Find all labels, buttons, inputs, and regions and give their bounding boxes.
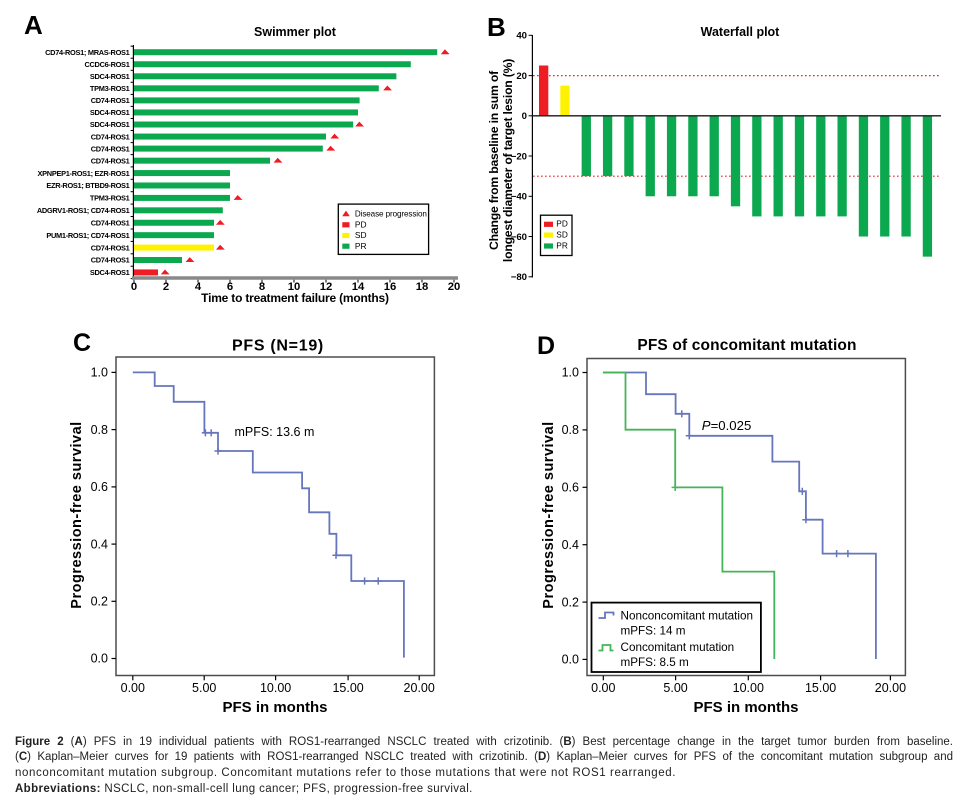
svg-text:PFS of concomitant mutation: PFS of concomitant mutation	[637, 337, 856, 354]
svg-text:SD: SD	[556, 230, 568, 240]
svg-text:0: 0	[131, 281, 137, 293]
svg-text:12: 12	[320, 281, 333, 293]
svg-text:CCDC6-ROS1: CCDC6-ROS1	[84, 60, 129, 69]
svg-text:0.0: 0.0	[91, 652, 108, 666]
svg-text:mPFS: 13.6 m: mPFS: 13.6 m	[235, 425, 315, 439]
svg-text:20: 20	[516, 71, 527, 82]
svg-text:5.00: 5.00	[663, 681, 687, 695]
svg-text:−20: −20	[511, 151, 527, 162]
svg-text:5.00: 5.00	[192, 681, 216, 695]
svg-text:mPFS: 8.5 m: mPFS: 8.5 m	[621, 656, 689, 669]
svg-text:EZR-ROS1; BTBD9-ROS1: EZR-ROS1; BTBD9-ROS1	[46, 181, 129, 190]
svg-text:PFS in months: PFS in months	[694, 699, 799, 716]
svg-text:Concomitant mutation: Concomitant mutation	[621, 641, 735, 654]
svg-text:D: D	[537, 332, 555, 360]
svg-text:CD74-ROS1; MRAS-ROS1: CD74-ROS1; MRAS-ROS1	[45, 48, 130, 57]
svg-text:Waterfall plot: Waterfall plot	[701, 25, 781, 39]
svg-text:16: 16	[384, 281, 397, 293]
svg-text:ADGRV1-ROS1; CD74-ROS1: ADGRV1-ROS1; CD74-ROS1	[37, 206, 130, 215]
svg-text:0.4: 0.4	[91, 537, 108, 551]
svg-text:CD74-ROS1: CD74-ROS1	[91, 96, 130, 105]
svg-text:0.00: 0.00	[121, 681, 145, 695]
svg-text:2: 2	[163, 281, 169, 293]
svg-text:0.00: 0.00	[591, 681, 615, 695]
svg-text:CD74-ROS1: CD74-ROS1	[91, 132, 130, 141]
svg-text:6: 6	[227, 281, 233, 293]
svg-text:0.2: 0.2	[562, 595, 579, 609]
svg-text:Nonconcomitant mutation: Nonconcomitant mutation	[621, 610, 754, 623]
svg-text:Swimmer plot: Swimmer plot	[254, 25, 337, 39]
svg-text:14: 14	[352, 281, 365, 293]
svg-text:20.00: 20.00	[404, 681, 435, 695]
svg-text:PR: PR	[355, 241, 367, 251]
svg-text:TPM3-ROS1: TPM3-ROS1	[90, 194, 130, 203]
svg-text:15.00: 15.00	[805, 681, 836, 695]
svg-text:15.00: 15.00	[332, 681, 363, 695]
svg-text:Progression-free survival: Progression-free survival	[69, 421, 85, 608]
svg-text:longest diameter of target les: longest diameter of target lesion (%)	[501, 59, 515, 262]
svg-text:SDC4-ROS1: SDC4-ROS1	[90, 108, 130, 117]
svg-text:0.0: 0.0	[562, 653, 579, 667]
svg-text:18: 18	[416, 281, 429, 293]
svg-text:CD74-ROS1: CD74-ROS1	[91, 243, 130, 252]
svg-text:PFS in months: PFS in months	[223, 699, 328, 716]
svg-text:20: 20	[448, 281, 461, 293]
svg-text:0.2: 0.2	[91, 595, 108, 609]
svg-text:Progression-free survival: Progression-free survival	[541, 421, 557, 608]
svg-text:0.4: 0.4	[562, 538, 579, 552]
svg-text:0.6: 0.6	[91, 480, 108, 494]
svg-text:0: 0	[522, 111, 527, 122]
svg-text:0.6: 0.6	[562, 481, 579, 495]
svg-text:CD74-ROS1: CD74-ROS1	[91, 144, 130, 153]
svg-text:PR: PR	[556, 240, 568, 250]
svg-text:TPM3-ROS1: TPM3-ROS1	[90, 84, 130, 93]
svg-text:SDC4-ROS1: SDC4-ROS1	[90, 268, 130, 277]
svg-text:SDC4-ROS1: SDC4-ROS1	[90, 72, 130, 81]
svg-text:B: B	[487, 12, 506, 42]
svg-text:0.8: 0.8	[91, 423, 108, 437]
svg-text:10.00: 10.00	[733, 681, 764, 695]
svg-text:PD: PD	[556, 219, 568, 229]
svg-text:Change from baseline in sum of: Change from baseline in sum of	[487, 70, 501, 250]
svg-text:1.0: 1.0	[562, 366, 579, 380]
svg-text:10.00: 10.00	[260, 681, 291, 695]
svg-text:PUM1-ROS1; CD74-ROS1: PUM1-ROS1; CD74-ROS1	[46, 231, 129, 240]
svg-text:C: C	[73, 329, 91, 357]
svg-text:XPNPEP1-ROS1; EZR-ROS1: XPNPEP1-ROS1; EZR-ROS1	[38, 169, 130, 178]
svg-text:mPFS: 14 m: mPFS: 14 m	[621, 625, 686, 638]
svg-text:SDC4-ROS1: SDC4-ROS1	[90, 120, 130, 129]
svg-text:−80: −80	[511, 272, 527, 283]
svg-text:4: 4	[195, 281, 202, 293]
svg-text:−40: −40	[511, 192, 527, 203]
svg-text:10: 10	[288, 281, 301, 293]
svg-text:CD74-ROS1: CD74-ROS1	[91, 218, 130, 227]
svg-text:PD: PD	[355, 220, 367, 230]
svg-text:0.8: 0.8	[562, 423, 579, 437]
svg-text:Time to treatment failure (mon: Time to treatment failure (months)	[201, 291, 389, 305]
svg-text:−60: −60	[511, 232, 527, 243]
svg-text:40: 40	[516, 31, 527, 42]
svg-text:20.00: 20.00	[875, 681, 906, 695]
svg-text:1.0: 1.0	[91, 366, 108, 380]
svg-text:8: 8	[259, 281, 265, 293]
svg-text:CD74-ROS1: CD74-ROS1	[91, 156, 130, 165]
svg-text:PFS (N=19): PFS (N=19)	[232, 338, 324, 355]
svg-text:P=0.025: P=0.025	[702, 418, 752, 433]
svg-text:CD74-ROS1: CD74-ROS1	[91, 256, 130, 265]
svg-text:A: A	[24, 10, 43, 40]
svg-text:SD: SD	[355, 230, 367, 240]
svg-text:Disease progression: Disease progression	[355, 210, 427, 219]
